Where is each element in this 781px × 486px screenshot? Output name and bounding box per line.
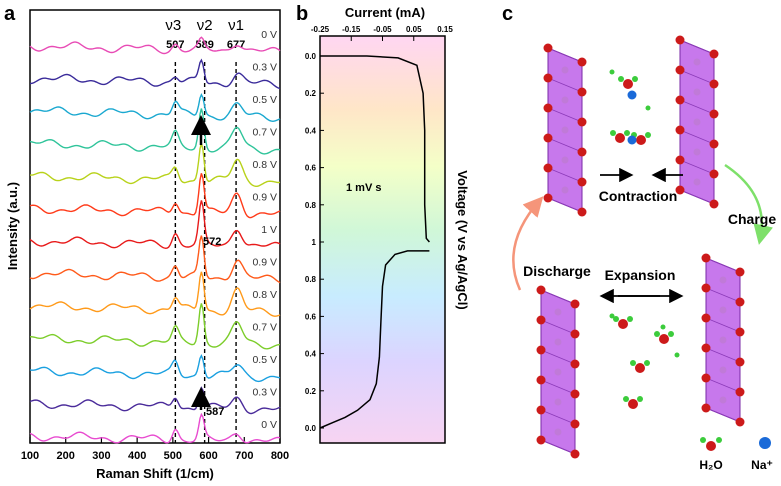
panel-b-scan-rate: 1 mV s xyxy=(346,182,381,194)
spectrum-5 xyxy=(29,173,281,219)
panel-a-xtick-label: 700 xyxy=(235,450,253,462)
panel-b-cv-curve xyxy=(319,55,430,429)
spectrum-12 xyxy=(29,412,281,444)
annotation-587: 587 xyxy=(206,406,224,418)
panel-b-ytick-label: 0.6 xyxy=(305,164,317,173)
panel-b-xtick-label: 0.15 xyxy=(437,25,453,34)
spectrum-9 xyxy=(29,303,281,350)
panel-b-ytick-label: 0.6 xyxy=(305,312,317,321)
panel-b-ytick-label: 0.0 xyxy=(305,52,317,61)
panel-b-frame xyxy=(319,35,446,444)
expansion-label: Expansion xyxy=(605,267,676,283)
spectrum-3 xyxy=(29,108,281,155)
panel-a-label: a xyxy=(4,3,16,25)
panel-b-ytick-label: 1 xyxy=(312,238,317,247)
peak-value-1: 589 xyxy=(195,39,213,51)
panel-b-label: b xyxy=(296,3,308,25)
spectrum-4 xyxy=(30,143,281,188)
annotation-572: 572 xyxy=(203,236,221,248)
panel-a-frame xyxy=(29,9,281,444)
cv-reverse-branch xyxy=(319,250,430,429)
panel-a-x-ticks: 100 200 300 400 500 600 700 800 xyxy=(21,437,289,462)
legend-na-label: Na⁺ xyxy=(751,458,773,472)
panel-b-ytick-label: 0.8 xyxy=(305,275,317,284)
charge-label: Charge xyxy=(728,211,776,227)
water-molecule xyxy=(623,396,643,409)
panel-a-xtick-label: 500 xyxy=(164,450,182,462)
peak-symbol-1: ν2 xyxy=(197,17,213,34)
water-molecule xyxy=(618,76,638,89)
octahedral-layer-bottom-left xyxy=(536,285,580,459)
panel-b-ytick-label: 0.2 xyxy=(305,89,317,98)
cv-forward-branch xyxy=(320,55,430,243)
panel-a-voltage-labels: 0 V 0.3 V 0.5 V 0.7 V 0.8 V 0.9 V 1 V 0.9 V 0.8 … xyxy=(252,29,277,431)
voltage-label-4: 0.8 V xyxy=(252,159,277,171)
charge-arrow xyxy=(724,163,774,245)
spectrum-10 xyxy=(29,354,281,383)
spectrum-1 xyxy=(30,58,281,90)
panel-b-ytick-label: 0.4 xyxy=(305,126,317,135)
panel-b-xtick-label: 0.05 xyxy=(406,25,422,34)
legend-h2o: H₂O xyxy=(699,437,723,472)
voltage-label-0: 0 V xyxy=(261,29,277,41)
panel-c-layers xyxy=(536,35,745,459)
spectrum-6 xyxy=(29,200,281,250)
panel-b-ytick-label: 0.2 xyxy=(305,387,317,396)
panel-b-xtick-label: -0.15 xyxy=(342,25,361,34)
water-molecule xyxy=(610,130,630,143)
water-molecule xyxy=(630,360,650,373)
voltage-label-8: 0.8 V xyxy=(252,289,277,301)
peak-symbol-2: ν1 xyxy=(228,17,244,34)
voltage-label-11: 0.3 V xyxy=(252,387,277,399)
discharge-arrow xyxy=(512,196,544,291)
panel-b-xtick-label: -0.05 xyxy=(373,25,392,34)
panel-b-xtick-label: -0.25 xyxy=(311,25,330,34)
panel-b-ytick-label: 0.4 xyxy=(305,350,317,359)
voltage-label-6: 1 V xyxy=(261,224,277,236)
spectrum-2 xyxy=(29,93,281,123)
voltage-label-5: 0.9 V xyxy=(252,192,277,204)
voltage-label-9: 0.7 V xyxy=(252,322,277,334)
panel-a-xtick-label: 100 xyxy=(21,450,39,462)
water-molecule xyxy=(654,331,674,344)
discharge-label: Discharge xyxy=(523,263,591,279)
panel-a-xtick-label: 600 xyxy=(199,450,217,462)
panel-a-xtick-label: 200 xyxy=(57,450,75,462)
panel-c-label: c xyxy=(502,3,513,25)
voltage-label-7: 0.9 V xyxy=(252,257,277,269)
panel-b-ylabel: Voltage (V vs Ag/AgCl) xyxy=(455,170,470,309)
spectrum-0 xyxy=(29,36,281,55)
spectrum-7 xyxy=(29,235,281,284)
octahedral-layer-top-left xyxy=(543,43,587,217)
panel-a-spectra xyxy=(29,36,281,444)
contraction-label: Contraction xyxy=(599,188,678,204)
voltage-label-12: 0 V xyxy=(261,419,277,431)
voltage-label-10: 0.5 V xyxy=(252,354,277,366)
panel-a-xtick-label: 400 xyxy=(128,450,146,462)
panel-a-xtick-label: 300 xyxy=(92,450,110,462)
spectrum-8 xyxy=(29,271,281,317)
sodium-ion xyxy=(627,90,637,100)
panel-a-xtick-label: 800 xyxy=(271,450,289,462)
peak-symbol-0: ν3 xyxy=(165,17,181,34)
voltage-label-2: 0.5 V xyxy=(252,94,277,106)
panel-b-y-ticks: 0.0 0.2 0.4 0.6 0.8 1 0.8 0.6 0.4 0.2 0.0 xyxy=(305,52,324,433)
octahedral-layer-bottom-right xyxy=(701,253,745,427)
octahedral-layer-top-right xyxy=(675,35,719,209)
legend-na: Na⁺ xyxy=(751,437,773,472)
panel-a-xlabel: Raman Shift (1/cm) xyxy=(96,466,214,481)
panel-b-xlabel: Current (mA) xyxy=(345,5,425,20)
panel-b-x-ticks: -0.25 -0.15 -0.05 0.05 0.15 xyxy=(311,25,453,41)
voltage-label-3: 0.7 V xyxy=(252,127,277,139)
spectrum-11 xyxy=(29,386,281,415)
legend-h2o-label: H₂O xyxy=(699,458,722,472)
panel-b-ytick-label: 0.8 xyxy=(305,201,317,210)
panel-a-ylabel: Intensity (a.u.) xyxy=(5,182,20,270)
water-molecule xyxy=(613,316,633,329)
panel-b-ytick-label: 0.0 xyxy=(305,424,317,433)
voltage-label-1: 0.3 V xyxy=(252,62,277,74)
panel-c-molecules xyxy=(609,69,680,409)
sodium-ion xyxy=(627,135,637,145)
